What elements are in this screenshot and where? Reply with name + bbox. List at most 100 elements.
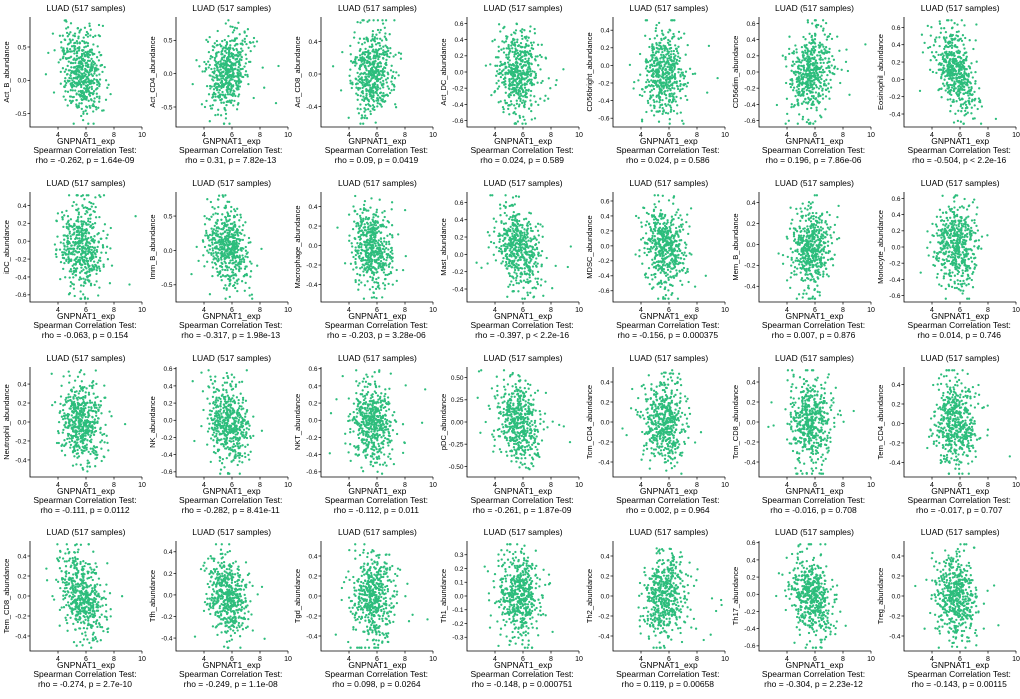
scatter-point bbox=[803, 58, 806, 61]
scatter-point bbox=[811, 61, 814, 65]
scatter-point bbox=[390, 80, 393, 83]
scatter-point bbox=[965, 103, 968, 107]
scatter-point bbox=[527, 36, 530, 39]
scatter-point bbox=[645, 65, 648, 68]
scatter-point bbox=[970, 106, 974, 109]
scatter-point bbox=[951, 27, 954, 30]
scatter-point bbox=[348, 74, 352, 77]
data-points bbox=[332, 19, 403, 125]
scatter-point bbox=[811, 45, 814, 48]
scatter-point bbox=[104, 251, 108, 254]
scatter-point bbox=[214, 60, 217, 63]
scatter-point bbox=[646, 101, 650, 105]
scatter-point bbox=[242, 258, 245, 261]
scatter-point bbox=[87, 122, 90, 125]
scatter-point bbox=[943, 84, 946, 87]
scatter-point bbox=[80, 60, 83, 64]
scatter-point bbox=[225, 51, 228, 55]
scatter-point bbox=[376, 51, 379, 55]
scatter-point bbox=[961, 97, 964, 100]
scatter-point bbox=[224, 71, 228, 74]
scatter-point bbox=[244, 62, 247, 65]
scatter-point bbox=[65, 47, 69, 50]
scatter-point bbox=[705, 91, 709, 94]
scatter-point bbox=[533, 32, 537, 35]
scatter-point bbox=[666, 41, 669, 44]
scatter-point bbox=[663, 36, 667, 40]
scatter-point bbox=[955, 100, 958, 103]
x-tick-label: 6 bbox=[813, 132, 817, 139]
scatter-point bbox=[378, 52, 382, 56]
scatter-point bbox=[219, 60, 222, 63]
scatter-point bbox=[672, 32, 675, 36]
scatter-point bbox=[102, 193, 106, 197]
scatter-point bbox=[502, 51, 506, 54]
scatter-point bbox=[74, 61, 77, 65]
scatter-point bbox=[66, 90, 70, 93]
scatter-point bbox=[806, 21, 809, 24]
scatter-point bbox=[69, 55, 73, 58]
scatter-point bbox=[794, 89, 798, 92]
scatter-point bbox=[655, 94, 658, 97]
scatter-panel: LUAD (517 samples) 4 6 8 10 0.5 0.0 -0.5 Act_CD4… bbox=[146, 0, 292, 174]
scatter-point bbox=[376, 102, 380, 105]
scatter-point bbox=[86, 55, 89, 58]
scatter-point bbox=[964, 83, 968, 86]
scatter-point bbox=[86, 297, 89, 300]
scatter-point bbox=[217, 85, 220, 88]
scatter-point bbox=[363, 99, 366, 103]
scatter-point bbox=[659, 81, 662, 85]
scatter-point bbox=[83, 255, 86, 258]
scatter-point bbox=[224, 297, 227, 300]
scatter-point bbox=[221, 273, 224, 277]
scatter-point bbox=[71, 61, 75, 65]
scatter-point bbox=[806, 96, 809, 99]
scatter-point bbox=[499, 75, 503, 79]
scatter-point bbox=[363, 72, 366, 75]
scatter-point bbox=[356, 20, 360, 24]
scatter-point bbox=[961, 63, 964, 66]
scatter-point bbox=[356, 107, 360, 110]
scatter-point bbox=[801, 78, 804, 81]
scatter-point bbox=[523, 29, 526, 32]
scatter-point bbox=[806, 19, 809, 22]
scatter-point bbox=[89, 225, 92, 228]
scatter-point bbox=[227, 232, 231, 236]
scatter-point bbox=[361, 116, 365, 119]
scatter-point bbox=[655, 85, 659, 88]
scatter-point bbox=[814, 69, 817, 73]
scatter-point bbox=[81, 239, 84, 242]
scatter-point bbox=[364, 114, 367, 117]
scatter-point bbox=[231, 258, 234, 261]
scatter-point bbox=[671, 36, 674, 39]
scatter-point bbox=[970, 62, 973, 65]
scatter-point bbox=[820, 74, 823, 77]
scatter-point bbox=[652, 104, 655, 107]
scatter-point bbox=[534, 100, 537, 103]
scatter-point bbox=[223, 193, 227, 197]
scatter-point bbox=[668, 76, 671, 79]
scatter-point bbox=[69, 61, 73, 65]
scatter-point bbox=[77, 37, 80, 40]
scatter-point bbox=[231, 74, 235, 77]
scatter-point bbox=[355, 86, 359, 89]
scatter-point bbox=[55, 219, 58, 222]
scatter-point bbox=[84, 45, 88, 48]
scatter-point bbox=[790, 64, 794, 68]
scatter-point bbox=[98, 83, 101, 86]
scatter-point bbox=[361, 19, 365, 22]
scatter-point bbox=[497, 79, 500, 82]
scatter-point bbox=[224, 117, 227, 120]
scatter-point bbox=[809, 91, 813, 94]
scatter-point bbox=[844, 48, 848, 51]
scatter-point bbox=[66, 104, 69, 107]
scatter-point bbox=[513, 41, 517, 44]
scatter-point bbox=[660, 56, 663, 59]
scatter-point bbox=[952, 72, 955, 76]
scatter-point bbox=[87, 219, 90, 223]
axis-lines bbox=[758, 17, 871, 128]
scatter-point bbox=[671, 19, 674, 22]
scatter-point bbox=[797, 60, 801, 63]
scatter-point bbox=[669, 58, 672, 62]
